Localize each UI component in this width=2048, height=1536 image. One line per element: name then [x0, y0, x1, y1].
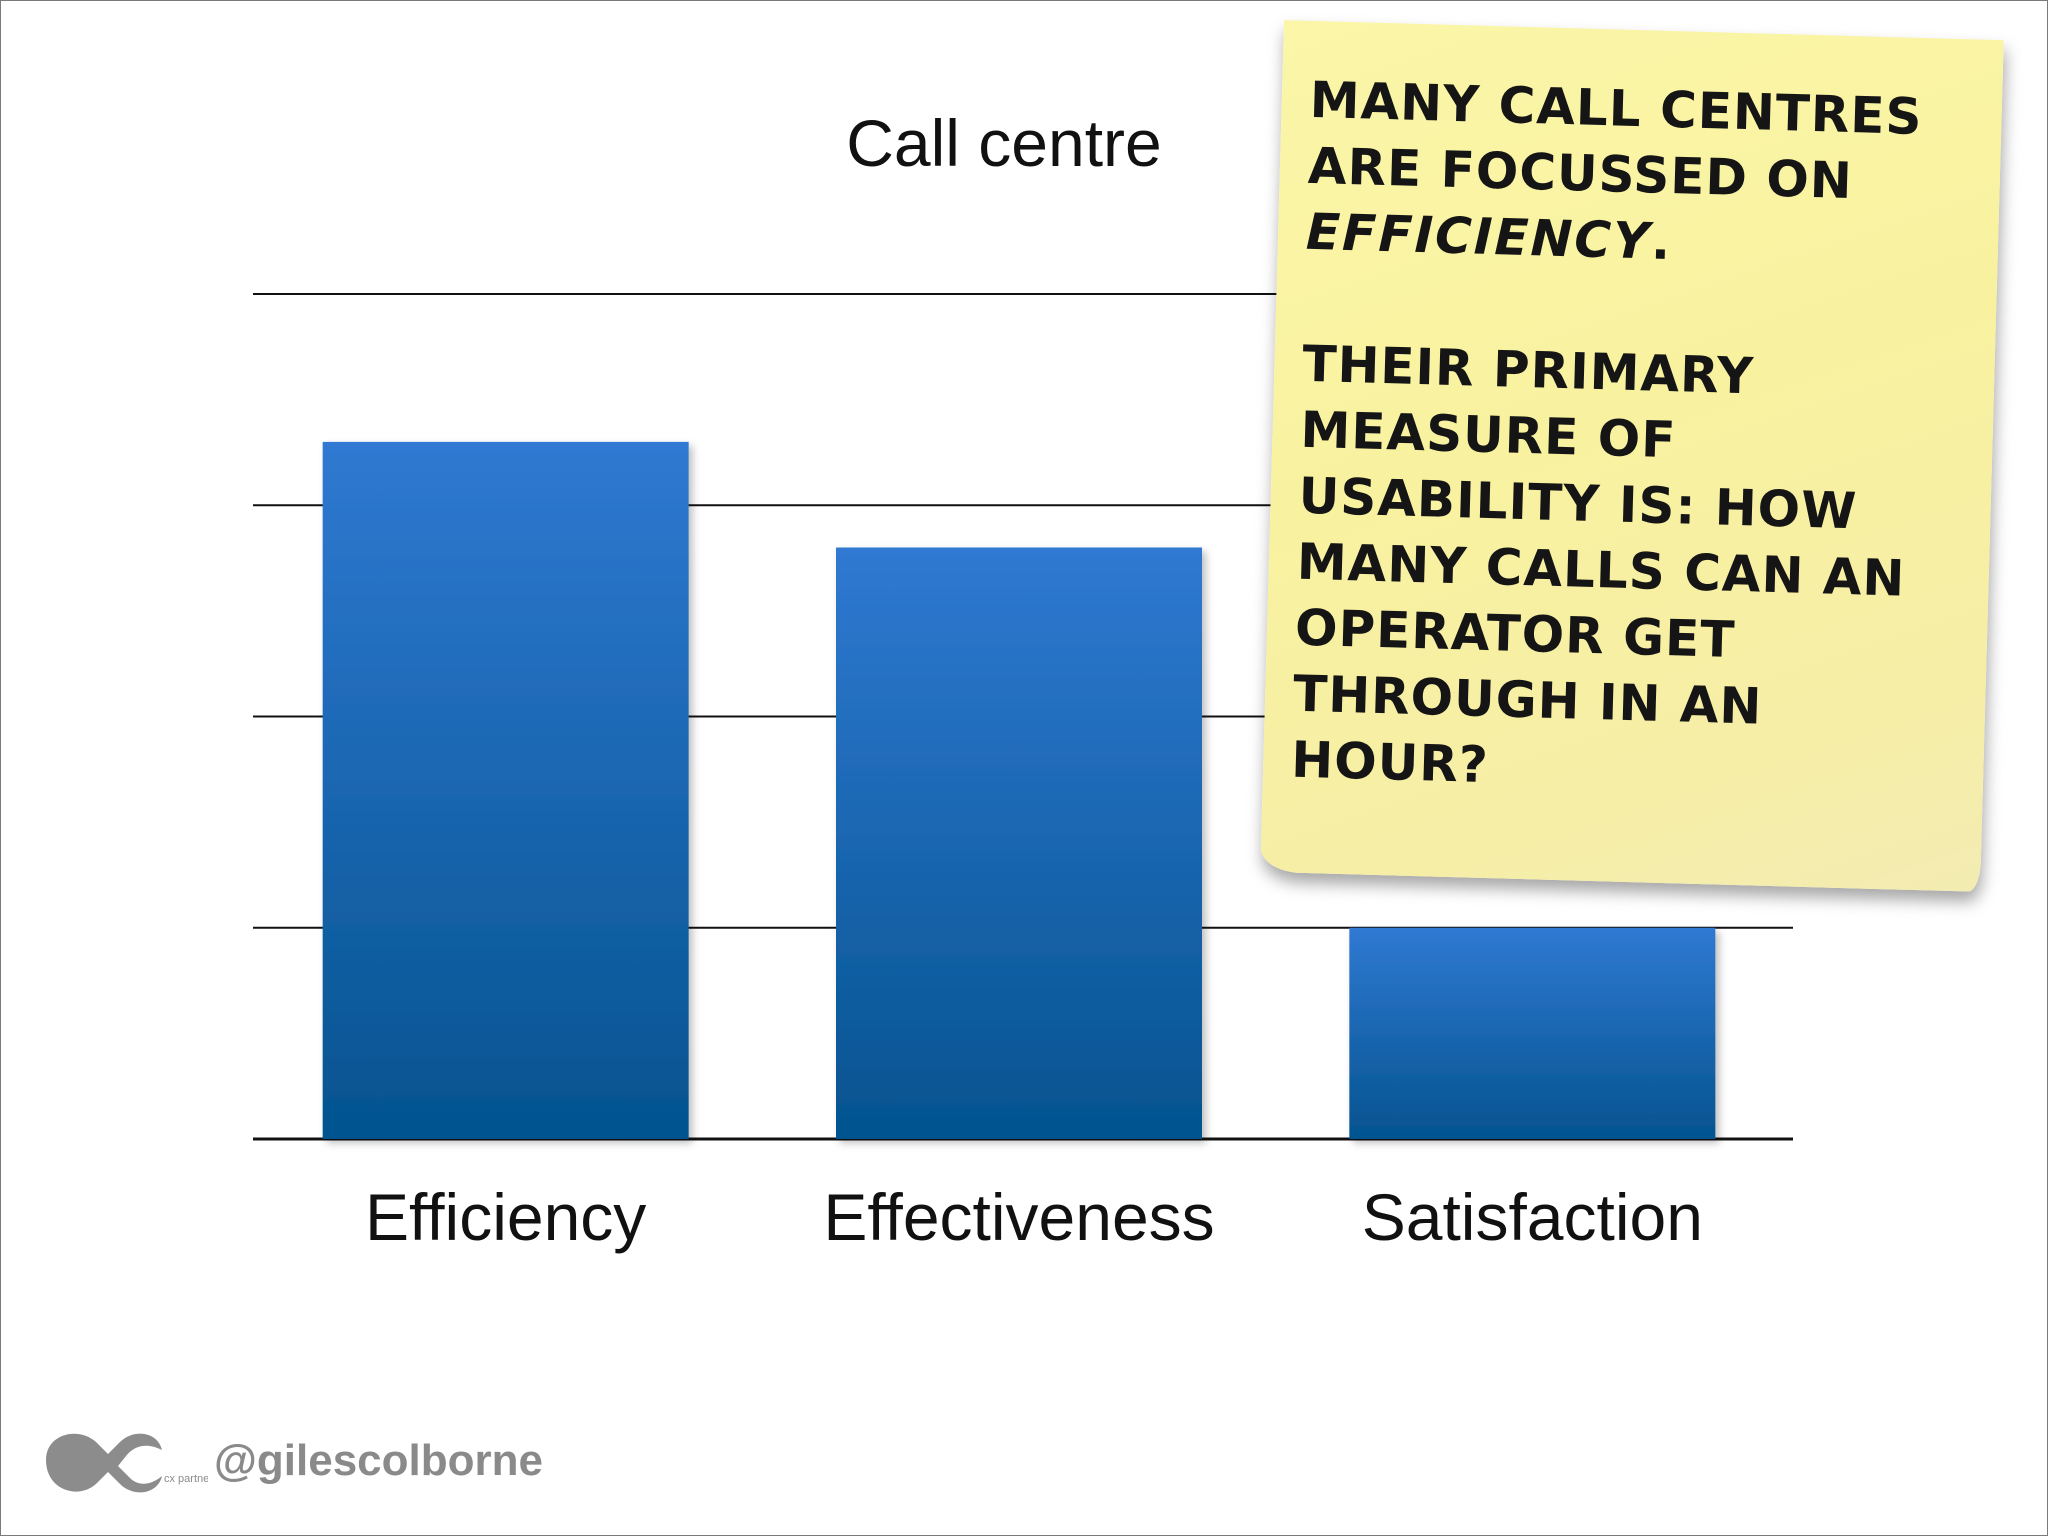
category-label-satisfaction: Satisfaction	[1362, 1180, 1703, 1254]
bar-satisfaction	[1349, 927, 1716, 1139]
category-label-effectiveness: Effectiveness	[823, 1180, 1214, 1254]
cx-partners-logo-icon: cx partners	[46, 1433, 208, 1493]
note-line-3-suffix: .	[1650, 212, 1673, 272]
sticky-note-text: Many call centres are focussed on effici…	[1290, 67, 1990, 812]
bar-efficiency	[322, 441, 689, 1139]
note-line-1: Many call centres	[1309, 70, 1924, 146]
note-emphasis: efficiency	[1305, 202, 1653, 271]
note-line-2: are focussed on	[1307, 136, 1854, 211]
category-labels: Efficiency Effectiveness Satisfaction	[365, 1180, 1703, 1254]
bars	[322, 441, 1716, 1139]
bar-effectiveness	[836, 547, 1202, 1139]
sticky-note: Many call centres are focussed on effici…	[1260, 20, 2004, 892]
twitter-handle: @gilescolborne	[214, 1436, 543, 1485]
category-label-efficiency: Efficiency	[365, 1180, 646, 1254]
chart-title: Call centre	[846, 106, 1161, 180]
note-paragraph-2: Their primary measure of usability is: h…	[1290, 334, 1907, 795]
logo-text: cx partners	[164, 1473, 208, 1485]
